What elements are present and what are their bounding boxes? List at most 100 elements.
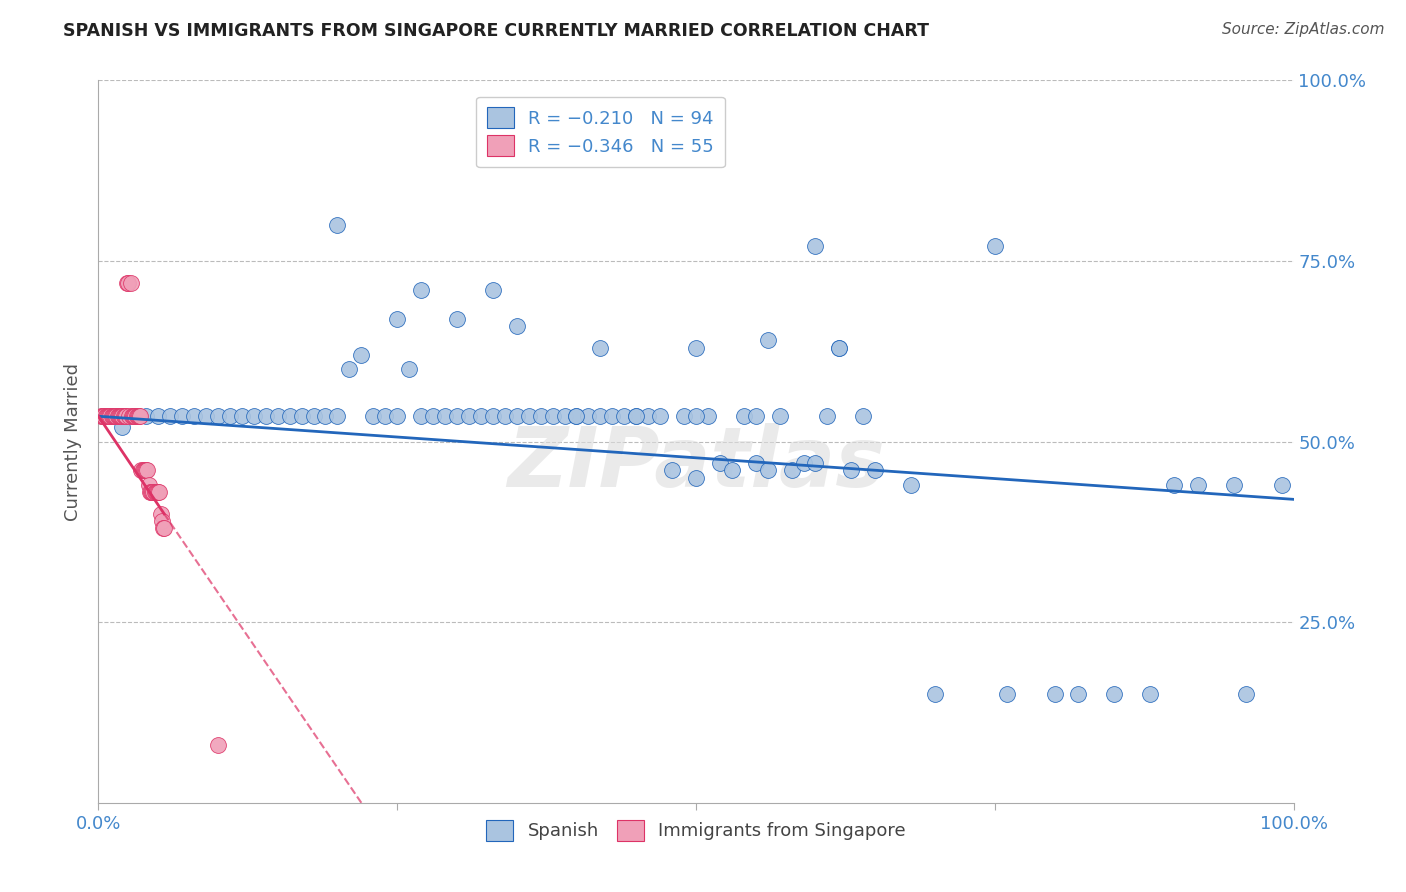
- Point: [1271, 478, 1294, 492]
- Point: [793, 456, 815, 470]
- Point: [589, 409, 612, 424]
- Point: [541, 409, 564, 424]
- Point: [1139, 687, 1161, 701]
- Point: [626, 409, 648, 424]
- Point: [139, 485, 162, 500]
- Point: [841, 463, 863, 477]
- Point: [152, 521, 174, 535]
- Point: [398, 362, 420, 376]
- Point: [148, 485, 170, 500]
- Point: [153, 521, 176, 535]
- Point: [1043, 687, 1066, 701]
- Point: [602, 409, 624, 424]
- Point: [103, 409, 125, 424]
- Point: [91, 409, 114, 424]
- Point: [91, 409, 114, 424]
- Point: [148, 409, 170, 424]
- Point: [530, 409, 553, 424]
- Point: [142, 485, 165, 500]
- Point: [1187, 478, 1209, 492]
- Point: [124, 409, 146, 424]
- Point: [804, 456, 827, 470]
- Point: [159, 409, 181, 424]
- Point: [411, 409, 433, 424]
- Point: [135, 409, 157, 424]
- Point: [709, 456, 731, 470]
- Point: [100, 409, 122, 424]
- Point: [721, 463, 744, 477]
- Point: [107, 409, 129, 424]
- Point: [589, 341, 612, 355]
- Point: [363, 409, 385, 424]
- Point: [745, 409, 768, 424]
- Point: [900, 478, 922, 492]
- Y-axis label: Currently Married: Currently Married: [65, 362, 83, 521]
- Point: [924, 687, 946, 701]
- Point: [104, 409, 127, 424]
- Point: [326, 409, 349, 424]
- Point: [470, 409, 492, 424]
- Point: [291, 409, 314, 424]
- Point: [219, 409, 242, 424]
- Point: [315, 409, 337, 424]
- Point: [107, 409, 129, 424]
- Point: [131, 463, 153, 477]
- Point: [756, 463, 779, 477]
- Point: [111, 409, 134, 424]
- Point: [127, 409, 149, 424]
- Point: [626, 409, 648, 424]
- Point: [1067, 687, 1090, 701]
- Point: [434, 409, 457, 424]
- Point: [1163, 478, 1185, 492]
- Point: [114, 409, 136, 424]
- Point: [852, 409, 875, 424]
- Point: [828, 341, 851, 355]
- Point: [111, 420, 134, 434]
- Point: [494, 409, 516, 424]
- Point: [243, 409, 266, 424]
- Point: [865, 463, 887, 477]
- Text: ZIPatlas: ZIPatlas: [508, 423, 884, 504]
- Point: [374, 409, 396, 424]
- Point: [115, 409, 138, 424]
- Point: [132, 463, 155, 477]
- Point: [195, 409, 218, 424]
- Point: [411, 283, 433, 297]
- Point: [124, 409, 146, 424]
- Point: [143, 485, 166, 500]
- Point: [121, 409, 143, 424]
- Point: [118, 409, 141, 424]
- Point: [141, 485, 163, 500]
- Point: [673, 409, 696, 424]
- Point: [756, 334, 779, 348]
- Point: [780, 463, 803, 477]
- Point: [129, 409, 152, 424]
- Point: [648, 409, 672, 424]
- Point: [207, 409, 229, 424]
- Point: [1104, 687, 1126, 701]
- Point: [481, 409, 505, 424]
- Point: [183, 409, 205, 424]
- Point: [150, 514, 173, 528]
- Point: [128, 409, 150, 424]
- Point: [685, 470, 707, 484]
- Point: [458, 409, 481, 424]
- Point: [697, 409, 720, 424]
- Point: [172, 409, 194, 424]
- Point: [517, 409, 540, 424]
- Point: [685, 409, 707, 424]
- Point: [98, 409, 122, 424]
- Point: [768, 409, 790, 424]
- Point: [828, 341, 851, 355]
- Point: [565, 409, 588, 424]
- Point: [267, 409, 290, 424]
- Point: [1223, 478, 1246, 492]
- Point: [111, 409, 134, 424]
- Point: [637, 409, 659, 424]
- Point: [804, 239, 827, 253]
- Text: SPANISH VS IMMIGRANTS FROM SINGAPORE CURRENTLY MARRIED CORRELATION CHART: SPANISH VS IMMIGRANTS FROM SINGAPORE CUR…: [63, 22, 929, 40]
- Point: [122, 409, 145, 424]
- Point: [120, 276, 142, 290]
- Point: [145, 485, 167, 500]
- Text: Source: ZipAtlas.com: Source: ZipAtlas.com: [1222, 22, 1385, 37]
